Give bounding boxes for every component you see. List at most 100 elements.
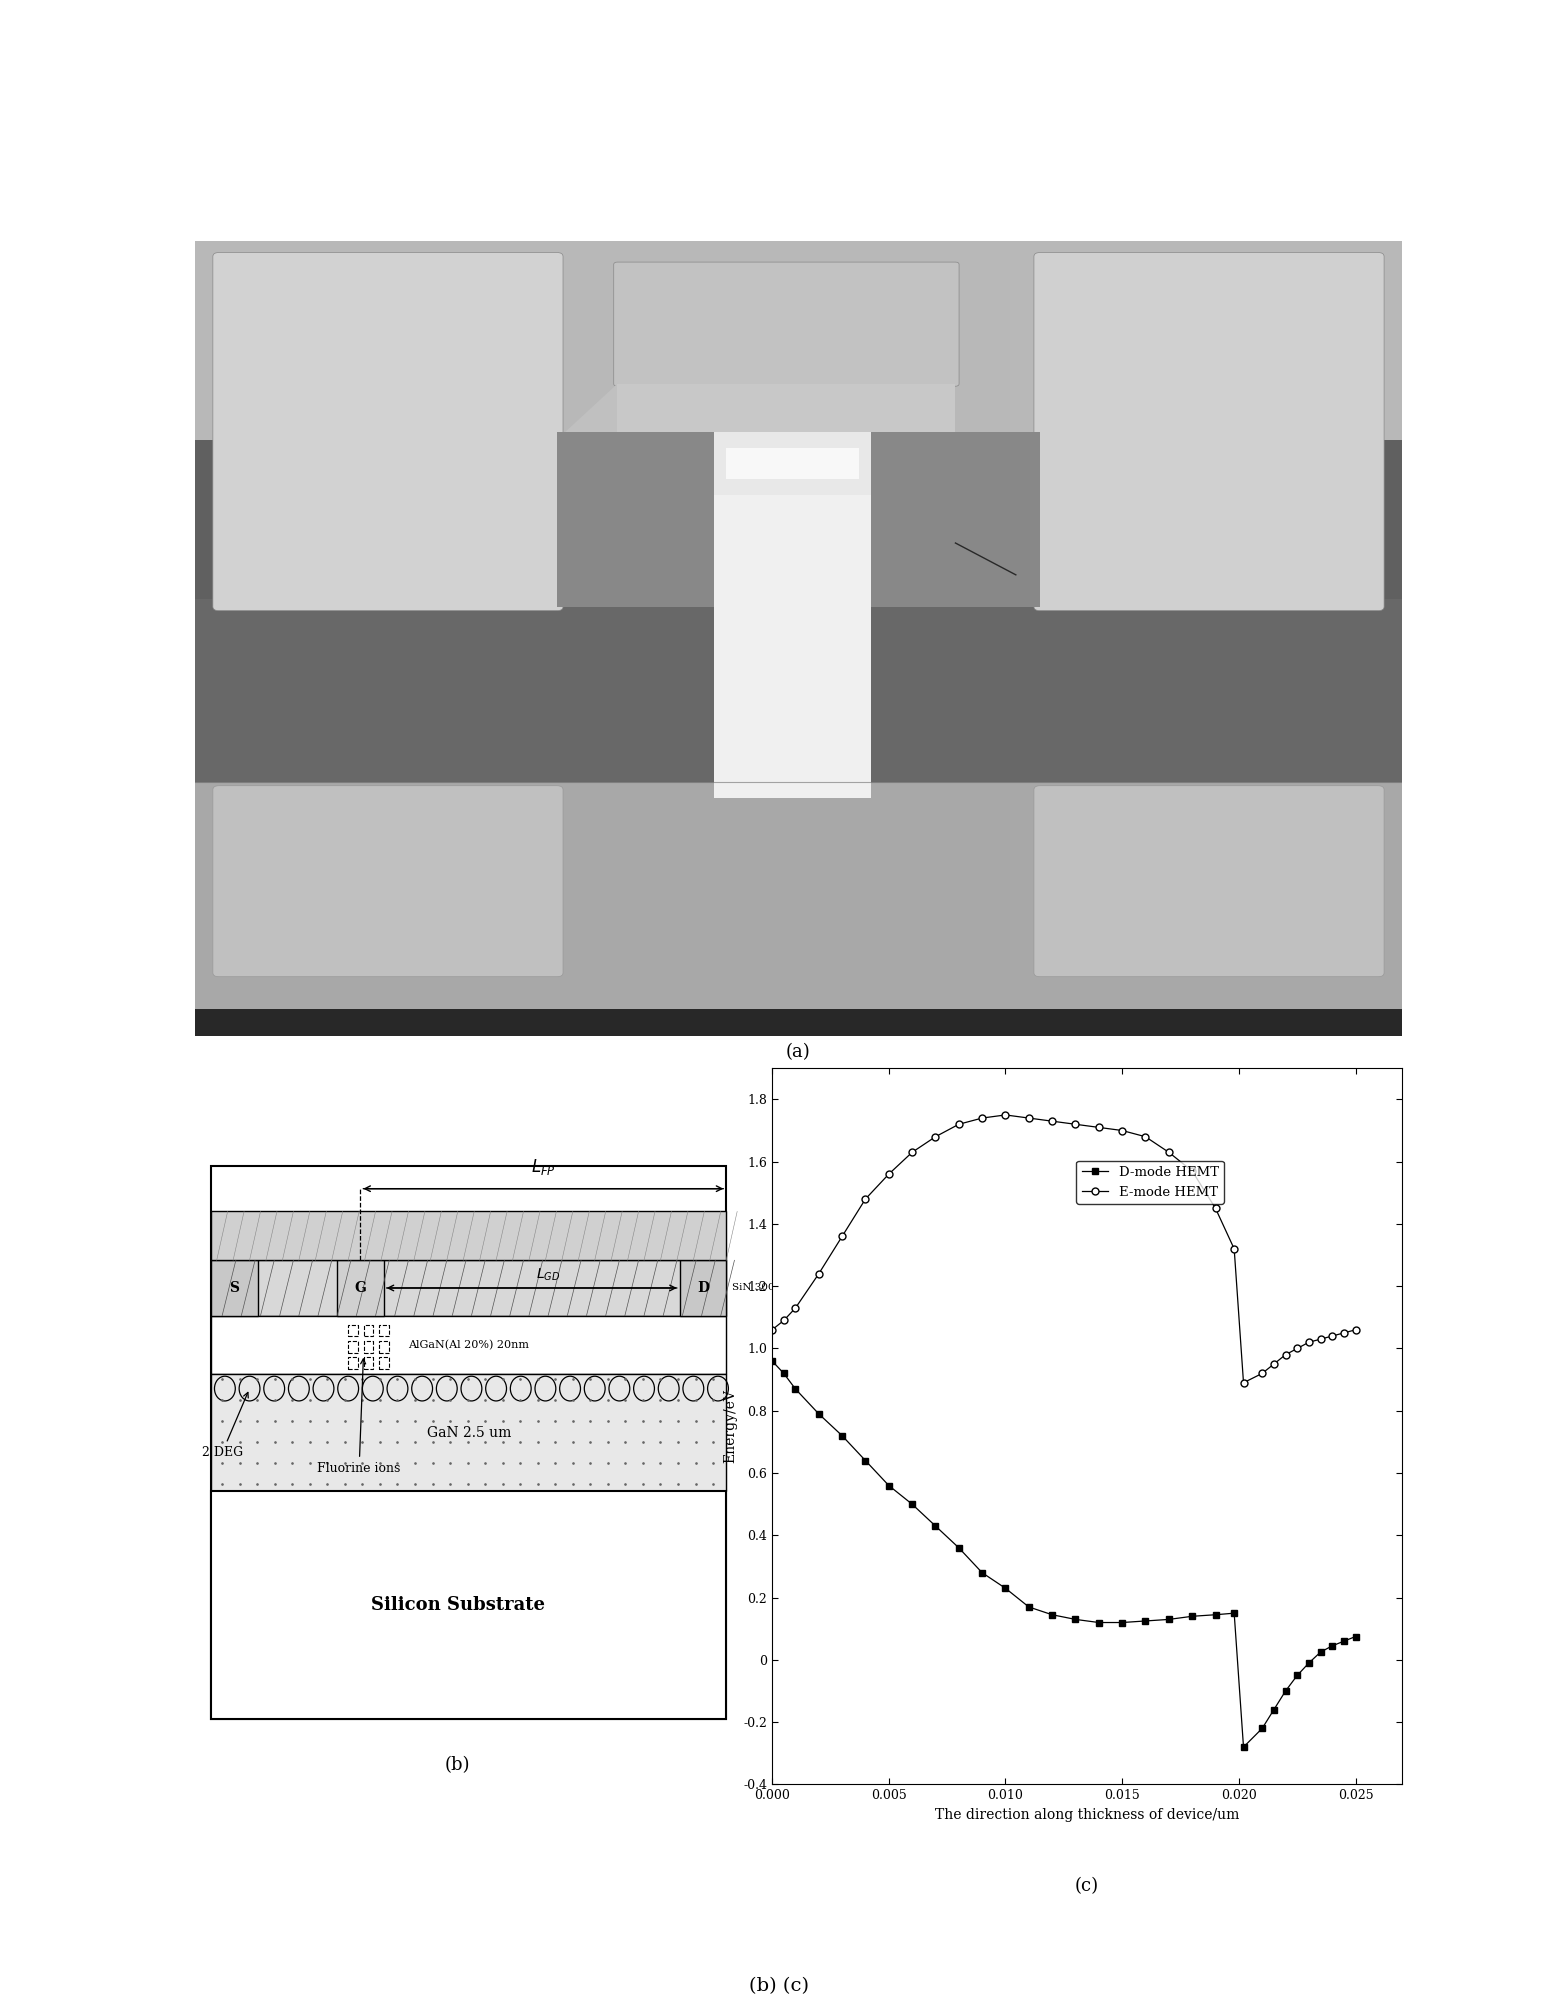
D-mode HEMT [1276, 1678, 1295, 1702]
Bar [195, 599, 1402, 782]
E-mode HEMT [1183, 1159, 1201, 1183]
E-mode HEMT [1042, 1109, 1061, 1133]
D-mode HEMT [996, 1576, 1014, 1600]
D-mode HEMT [1265, 1698, 1284, 1722]
Bar [347, 1341, 358, 1353]
Bar [363, 1341, 374, 1353]
Bar [212, 1492, 726, 1720]
Bar [379, 1325, 388, 1337]
D-mode HEMT [902, 1492, 921, 1516]
E-mode HEMT [925, 1125, 944, 1149]
D-mode HEMT [810, 1401, 829, 1426]
Bar [195, 439, 1402, 599]
Bar [218, 257, 558, 608]
D-mode HEMT [1136, 1608, 1154, 1632]
Text: AlGaN(Al 20%) 20nm: AlGaN(Al 20%) 20nm [408, 1339, 530, 1349]
E-mode HEMT [1225, 1237, 1243, 1261]
Text: SiN 300nm: SiN 300nm [732, 1283, 791, 1293]
Bar [617, 383, 955, 439]
D-mode HEMT [1206, 1602, 1225, 1626]
E-mode HEMT [1323, 1323, 1341, 1347]
D-mode HEMT [879, 1474, 897, 1498]
Text: (a): (a) [785, 1093, 812, 1111]
Text: Fluorine ions: Fluorine ions [318, 1359, 400, 1476]
E-mode HEMT [1019, 1107, 1038, 1131]
Y-axis label: Energy/eV: Energy/eV [723, 1389, 737, 1464]
D-mode HEMT [763, 1349, 782, 1373]
D-mode HEMT [925, 1514, 944, 1538]
Bar [871, 431, 1041, 608]
D-mode HEMT [1225, 1602, 1243, 1626]
X-axis label: The direction along thickness of device/um: The direction along thickness of device/… [935, 1809, 1239, 1823]
D-mode HEMT [1323, 1634, 1341, 1658]
E-mode HEMT [879, 1163, 897, 1187]
Bar [195, 1009, 1402, 1037]
E-mode HEMT [855, 1187, 874, 1211]
Text: 2 DEG: 2 DEG [201, 1391, 248, 1460]
Text: $L_{FP}$: $L_{FP}$ [531, 1157, 556, 1177]
D-mode HEMT [949, 1536, 968, 1560]
D-mode HEMT [1183, 1604, 1201, 1628]
Bar [726, 447, 858, 479]
FancyBboxPatch shape [1035, 786, 1384, 976]
Bar [558, 431, 714, 608]
E-mode HEMT [949, 1113, 968, 1137]
Line: D-mode HEMT: D-mode HEMT [770, 1357, 1359, 1750]
Bar [212, 1373, 726, 1492]
E-mode HEMT [1136, 1125, 1154, 1149]
E-mode HEMT [774, 1309, 793, 1333]
Bar [617, 265, 955, 383]
D-mode HEMT [1019, 1594, 1038, 1618]
D-mode HEMT [1089, 1610, 1108, 1634]
FancyBboxPatch shape [1035, 253, 1384, 612]
D-mode HEMT [972, 1560, 991, 1584]
D-mode HEMT [855, 1448, 874, 1472]
E-mode HEMT [1089, 1115, 1108, 1139]
E-mode HEMT [834, 1225, 852, 1249]
E-mode HEMT [1234, 1371, 1253, 1395]
E-mode HEMT [1265, 1351, 1284, 1375]
Bar [212, 1211, 726, 1261]
Text: (b) (c): (b) (c) [749, 1977, 809, 1995]
Text: G: G [355, 1281, 366, 1295]
E-mode HEMT [1066, 1113, 1084, 1137]
Text: $L_{GD}$: $L_{GD}$ [536, 1267, 561, 1283]
FancyBboxPatch shape [213, 786, 562, 976]
D-mode HEMT [1042, 1602, 1061, 1626]
E-mode HEMT [1335, 1321, 1354, 1345]
Text: (c): (c) [1075, 1877, 1100, 1895]
E-mode HEMT [1276, 1343, 1295, 1367]
E-mode HEMT [1206, 1197, 1225, 1221]
Bar [379, 1357, 388, 1369]
E-mode HEMT [1159, 1141, 1178, 1165]
Legend: D-mode HEMT, E-mode HEMT: D-mode HEMT, E-mode HEMT [1077, 1161, 1225, 1203]
D-mode HEMT [1288, 1664, 1307, 1688]
E-mode HEMT [1299, 1329, 1318, 1353]
FancyBboxPatch shape [614, 263, 960, 387]
Text: S: S [229, 1281, 240, 1295]
Bar [379, 1341, 388, 1353]
E-mode HEMT [996, 1103, 1014, 1127]
E-mode HEMT [1112, 1119, 1131, 1143]
E-mode HEMT [1253, 1361, 1271, 1385]
Text: D: D [696, 1281, 709, 1295]
Text: (b): (b) [446, 1756, 471, 1774]
Bar [363, 1357, 374, 1369]
Bar [212, 1315, 726, 1373]
D-mode HEMT [1112, 1610, 1131, 1634]
E-mode HEMT [972, 1107, 991, 1131]
D-mode HEMT [1299, 1650, 1318, 1674]
E-mode HEMT [763, 1317, 782, 1341]
Bar [212, 1165, 726, 1720]
Bar [679, 1261, 726, 1315]
Bar [347, 1357, 358, 1369]
Line: E-mode HEMT: E-mode HEMT [768, 1111, 1359, 1385]
Polygon shape [558, 383, 617, 439]
D-mode HEMT [774, 1361, 793, 1385]
Bar [195, 241, 1402, 439]
D-mode HEMT [1159, 1608, 1178, 1632]
Bar [714, 431, 871, 798]
D-mode HEMT [1312, 1640, 1331, 1664]
Text: (a): (a) [787, 1043, 810, 1061]
Text: GaN 2.5 um: GaN 2.5 um [427, 1426, 511, 1440]
